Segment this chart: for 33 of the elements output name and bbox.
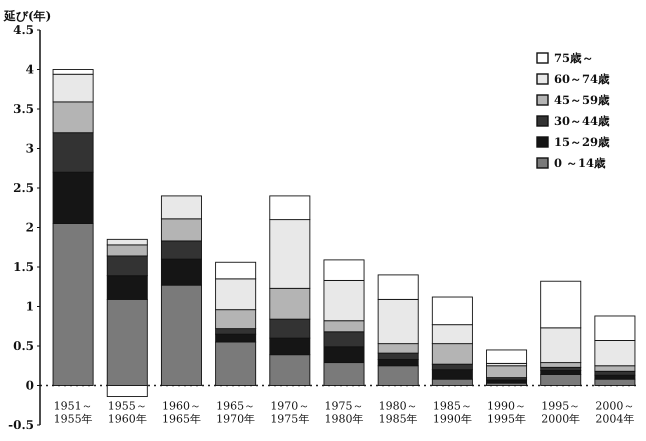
legend-label: 75歳～ [554,51,594,65]
x-tick-label: 1960～ 1965年 [162,400,201,426]
y-tick-label: 2 [26,220,34,234]
legend-label: 15～29歳 [554,135,610,149]
legend-label: 45～59歳 [554,93,610,107]
y-tick-label: 4.5 [13,23,34,37]
legend-label: 0 ～14歳 [554,156,606,170]
x-tick-label: 1975～ 1980年 [324,400,364,426]
y-tick-label: 0 [26,378,34,392]
bar [594,378,636,386]
x-tick-label: 1980～ 1985年 [378,400,418,426]
y-tick-label: 2.5 [13,181,34,195]
bar [486,350,528,364]
x-tick-label: 1951～ 1955年 [54,400,93,426]
y-tick-label: 1 [26,300,34,314]
x-tick-label: 1970～ 1975年 [270,400,310,426]
x-tick-label: 1995～ 2000年 [541,400,580,426]
x-tick-label: 1965～ 1970年 [216,400,256,426]
y-axis-title: 延び(年) [3,9,52,23]
y-tick-label: 0.5 [13,339,34,353]
y-tick-label: 3.5 [13,102,34,116]
x-tick-label: 1990～ 1995年 [487,400,526,426]
x-tick-label: 1955～ 1960年 [108,400,147,426]
y-tick-label: 1.5 [13,260,34,274]
legend-label: 60～74歳 [554,72,610,86]
x-tick-label: 1985～ 1990年 [432,400,472,426]
y-tick-label: 4 [26,62,34,76]
bar [540,374,582,386]
x-tick-label: 2000～ 2004年 [595,400,634,426]
y-tick-label: -0.5 [8,418,34,432]
y-tick-label: 3 [26,142,34,156]
bar [486,365,528,378]
legend-label: 30～44歳 [554,114,610,128]
